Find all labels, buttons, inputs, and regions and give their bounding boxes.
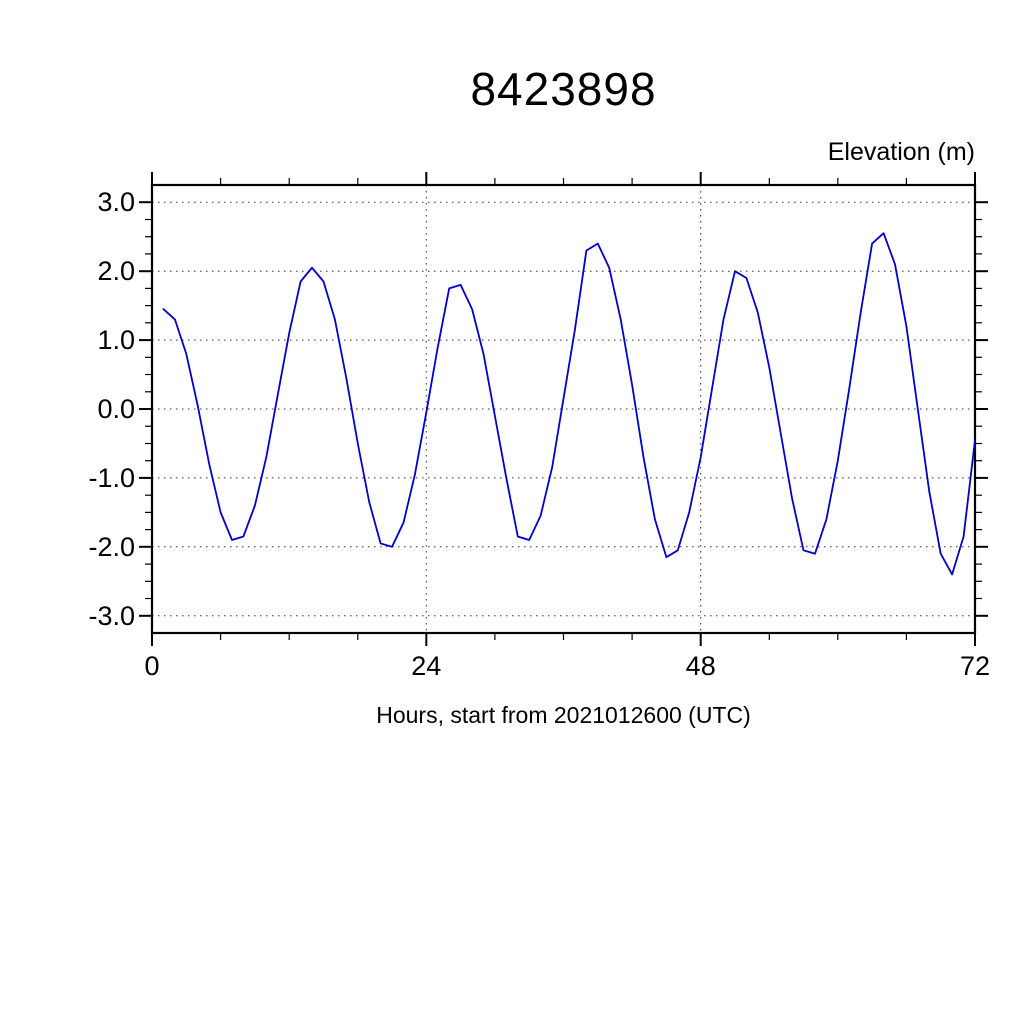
y-tick-label: 0.0 — [97, 394, 135, 424]
y-tick-label: 1.0 — [97, 325, 135, 355]
x-tick-label: 48 — [686, 651, 716, 681]
y-tick-label: 3.0 — [97, 187, 135, 217]
x-tick-label: 0 — [144, 651, 159, 681]
tidal-elevation-line — [162, 232, 976, 576]
y-tick-label: -1.0 — [88, 463, 135, 493]
y-tick-label: -2.0 — [88, 532, 135, 562]
x-tick-label: 24 — [411, 651, 441, 681]
y-tick-label: 2.0 — [97, 256, 135, 286]
plot-frame — [150, 183, 977, 635]
station-id-title: 8423898 — [470, 63, 657, 115]
y-tick-label: -3.0 — [88, 601, 135, 631]
x-axis-title: Hours, start from 2021012600 (UTC) — [376, 702, 751, 728]
elevation-units-label: Elevation (m) — [827, 138, 975, 166]
x-tick-label: 72 — [960, 651, 990, 681]
